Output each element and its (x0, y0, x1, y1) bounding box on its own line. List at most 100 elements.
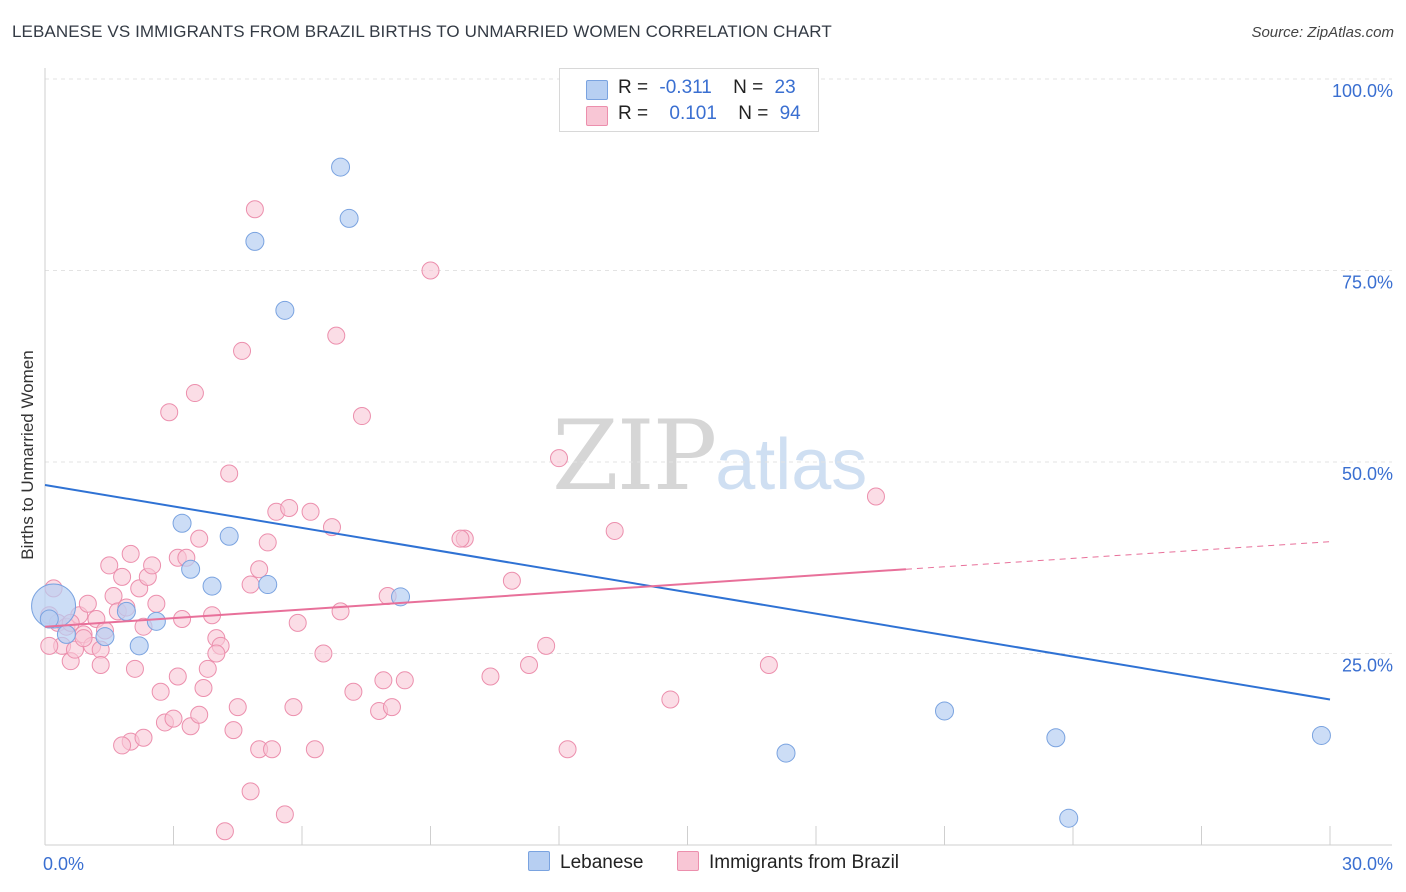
brazil-point (558, 740, 577, 759)
brazil-r-value: 0.101 (669, 103, 717, 124)
brazil-point (125, 659, 144, 678)
brazil-point (190, 529, 209, 548)
brazil-point (352, 407, 371, 426)
lebanese-point (258, 575, 278, 595)
brazil-point (100, 556, 119, 575)
brazil-point (113, 567, 132, 586)
lebanese-r-value: -0.311 (659, 77, 712, 98)
lebanese-point (331, 157, 351, 177)
lebanese-point (245, 231, 265, 251)
brazil-point (228, 698, 247, 717)
source-label: Source: ZipAtlas.com (1251, 24, 1394, 41)
brazil-point (866, 487, 885, 506)
brazil-point (605, 521, 624, 540)
y-tick-label: 75.0% (1342, 273, 1393, 293)
brazil-swatch (586, 106, 608, 126)
y-axis-label: Births to Unmarried Women (18, 350, 37, 560)
brazil-point (520, 655, 539, 674)
brazil-point (759, 655, 778, 674)
lebanese-point (935, 701, 954, 721)
lebanese-point (39, 609, 59, 629)
lebanese-point (1046, 728, 1066, 748)
brazil-point (395, 671, 414, 690)
brazil-point (502, 571, 521, 590)
brazil-point (374, 671, 393, 690)
brazil-point (331, 602, 350, 621)
brazil-point (421, 261, 440, 280)
brazil-point (173, 610, 192, 629)
brazil-point (91, 655, 110, 674)
brazil-point (147, 594, 166, 613)
lebanese-legend-swatch (528, 851, 550, 871)
brazil-point (537, 636, 556, 655)
lebanese-point (172, 513, 192, 533)
n-label: N = (733, 77, 764, 98)
stats-legend: R = -0.311 N = 23 R = 0.101 N = 94 (559, 68, 819, 132)
lebanese-point (181, 559, 201, 579)
brazil-point (327, 326, 346, 345)
lebanese-point (339, 208, 359, 228)
brazil-point (143, 556, 162, 575)
brazil-trend-line (44, 568, 907, 628)
brazil-point (550, 449, 568, 468)
brazil-point (40, 636, 59, 655)
brazil-point (207, 644, 226, 663)
brazil-point (194, 678, 213, 697)
lebanese-n-value: 23 (774, 77, 796, 98)
brazil-point (164, 709, 183, 728)
brazil-point (451, 529, 470, 548)
brazil-point (275, 805, 294, 824)
brazil-point (78, 594, 97, 613)
brazil-legend-swatch (677, 851, 699, 871)
lebanese-point (56, 624, 76, 644)
lebanese-point (116, 601, 136, 621)
brazil-point (241, 575, 260, 594)
chart-title: LEBANESE VS IMMIGRANTS FROM BRAZIL BIRTH… (12, 22, 832, 41)
brazil-point (74, 629, 93, 648)
watermark-atlas: atlas (715, 425, 868, 505)
lebanese-point (1311, 725, 1331, 745)
lebanese-point (1059, 808, 1079, 828)
lebanese-point (391, 587, 411, 607)
brazil-point (284, 698, 303, 717)
brazil-point (288, 613, 307, 632)
brazil-point (344, 682, 363, 701)
lebanese-point (219, 526, 239, 546)
n-label: N = (738, 103, 769, 124)
r-label: R = (618, 103, 649, 124)
lebanese-legend-label: Lebanese (560, 852, 644, 873)
lebanese-swatch (586, 80, 608, 100)
brazil-point (121, 544, 140, 563)
brazil-point (241, 782, 260, 801)
brazil-point (481, 667, 500, 686)
brazil-point (314, 644, 333, 663)
brazil-n-value: 94 (779, 103, 801, 124)
brazil-point (258, 533, 277, 552)
brazil-point (661, 690, 680, 709)
lebanese-point (129, 636, 149, 656)
brazil-point (305, 740, 324, 759)
y-tick-label: 100.0% (1332, 81, 1393, 101)
brazil-point (382, 698, 401, 717)
y-tick-label: 25.0% (1342, 656, 1393, 676)
brazil-point (250, 560, 269, 579)
brazil-point (301, 502, 320, 521)
lebanese-point (146, 611, 166, 631)
lebanese-point (275, 300, 295, 320)
brazil-point (215, 822, 234, 841)
lebanese-point (95, 627, 115, 647)
brazil-point (134, 728, 153, 747)
lebanese-trend-line (44, 483, 1331, 701)
brazil-point (160, 403, 179, 422)
brazil-point (185, 384, 204, 403)
brazil-point (224, 721, 243, 740)
brazil-point (280, 498, 299, 517)
brazil-point (263, 740, 282, 759)
r-label: R = (618, 77, 649, 98)
x-tick-label: 30.0% (1342, 854, 1393, 874)
watermark: ZIPatlas (552, 400, 867, 512)
brazil-point (190, 705, 209, 724)
brazil-point (245, 200, 264, 219)
x-tick-label: 0.0% (43, 854, 84, 874)
